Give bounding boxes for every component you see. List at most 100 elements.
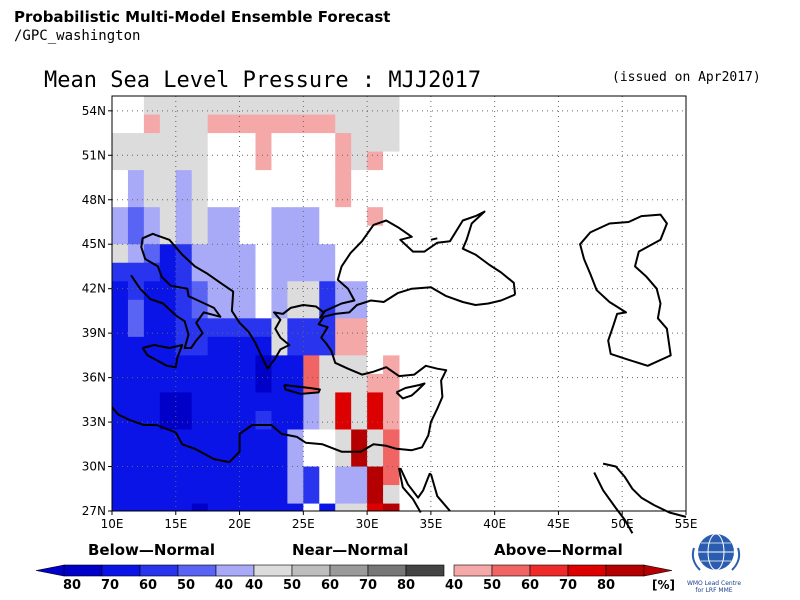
grid-cell (319, 151, 336, 171)
grid-cell (112, 318, 129, 338)
grid-cell (112, 355, 129, 375)
grid-cell (127, 114, 145, 134)
grid-cell (159, 262, 177, 282)
grid-cell (367, 503, 384, 512)
legend-swatch (253, 564, 293, 577)
grid-cell (239, 466, 256, 486)
coastline (398, 467, 422, 513)
grid-cell (383, 188, 400, 208)
grid-cell (303, 188, 320, 208)
grid-cell (207, 318, 225, 338)
grid-cell (207, 410, 225, 430)
grid-cell (367, 133, 384, 153)
grid-cell (159, 466, 177, 486)
grid-cell (255, 485, 272, 505)
legend-tick-label: 40 (244, 578, 264, 593)
grid-cell (303, 466, 320, 486)
grid-cell (287, 170, 304, 190)
grid-cell (303, 207, 320, 227)
legend-tick-label: 70 (100, 578, 120, 593)
grid-cell (223, 244, 241, 264)
grid-cell (383, 392, 400, 412)
grid-cell (239, 429, 256, 449)
grid-cell (255, 133, 272, 153)
grid-cell (255, 188, 272, 208)
grid-cell (159, 207, 177, 227)
grid-cell (351, 207, 368, 227)
grid-cell (367, 114, 384, 134)
issued-date: (issued on Apr2017) (612, 70, 761, 85)
grid-cell (303, 299, 320, 319)
legend-unit: [%] (652, 578, 675, 592)
coastline (130, 232, 222, 349)
grid-cell (223, 448, 241, 468)
grid-cell (112, 151, 129, 171)
grid-cell (271, 281, 288, 301)
grid-cell (159, 429, 177, 449)
grid-cell (207, 466, 225, 486)
grid-cell (303, 170, 320, 190)
grid-cell (351, 188, 368, 208)
legend-tick-label: 60 (320, 578, 340, 593)
grid-cell (383, 410, 400, 430)
grid-cell (255, 318, 272, 338)
grid-cell (207, 485, 225, 505)
grid-cell (367, 170, 384, 190)
grid-cell (255, 170, 272, 190)
grid-cell (351, 244, 368, 264)
grid-cell (191, 392, 209, 412)
grid-cell (335, 96, 352, 116)
grid-cell (159, 114, 177, 134)
grid-cell (127, 133, 145, 153)
grid-cell (319, 503, 336, 512)
grid-cell (143, 466, 161, 486)
grid-cell (191, 429, 209, 449)
grid-cell (127, 170, 145, 190)
grid-cell (367, 151, 384, 171)
coastline (319, 210, 517, 319)
grid-cell (351, 373, 368, 393)
coastline (283, 384, 321, 395)
grid-cell (351, 170, 368, 190)
latitude-tick-label: 45N (82, 237, 106, 251)
grid-cell (351, 281, 368, 301)
grid-cell (303, 392, 320, 412)
grid-cell (271, 133, 288, 153)
grid-cell (271, 207, 288, 227)
grid-cell (383, 244, 400, 264)
grid-cell (127, 466, 145, 486)
grid-cell (287, 392, 304, 412)
grid-cell (207, 133, 225, 153)
grid-cell (351, 96, 368, 116)
grid-cell (112, 410, 129, 430)
grid-cell (223, 96, 241, 116)
grid-cell (367, 225, 384, 245)
grid-cell (127, 410, 145, 430)
grid-cell (367, 448, 384, 468)
grid-cell (271, 170, 288, 190)
grid-cell (143, 225, 161, 245)
grid-cell (287, 466, 304, 486)
longitude-tick-label: 25E (292, 517, 315, 531)
grid-cell (255, 262, 272, 282)
grid-cell (143, 114, 161, 134)
grid-cell (255, 207, 272, 227)
legend-tick-label: 50 (282, 578, 302, 593)
grid-cell (303, 262, 320, 282)
legend-swatch (63, 564, 103, 577)
grid-cell (239, 96, 256, 116)
grid-cell (159, 244, 177, 264)
grid-cell (143, 281, 161, 301)
grid-cell (367, 262, 384, 282)
grid-cell (223, 318, 241, 338)
longitude-tick-label: 35E (419, 517, 442, 531)
coastline (399, 467, 431, 499)
grid-cell (335, 207, 352, 227)
grid-cell (367, 244, 384, 264)
grid-cell (143, 151, 161, 171)
longitude-tick-label: 40E (483, 517, 506, 531)
grid-cell (335, 448, 352, 468)
grid-cell (112, 96, 129, 116)
grid-cell (271, 318, 288, 338)
grid-cell (319, 448, 336, 468)
